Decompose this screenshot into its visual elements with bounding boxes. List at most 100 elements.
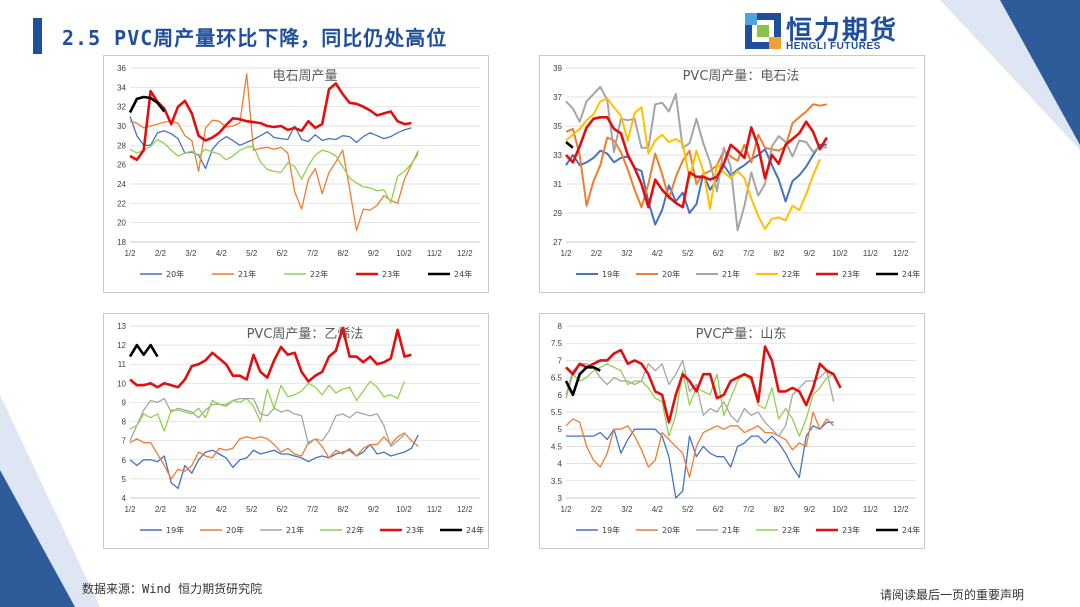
x-tick-label: 4/2 <box>216 505 228 514</box>
legend-label: 22年 <box>782 269 800 279</box>
series-line-21年 <box>565 359 835 437</box>
y-tick-label: 31 <box>553 180 562 189</box>
x-tick-label: 3/2 <box>185 249 197 258</box>
x-tick-label: 6/2 <box>713 505 725 514</box>
series-line-24年 <box>128 343 159 358</box>
series-line-20年 <box>565 411 835 479</box>
y-tick-label: 27 <box>553 238 562 247</box>
y-tick-label: 5.5 <box>551 408 563 417</box>
y-tick-label: 28 <box>117 141 126 150</box>
series-line-19年 <box>565 143 827 226</box>
y-tick-label: 6 <box>122 456 127 465</box>
y-tick-label: 35 <box>553 122 562 131</box>
x-tick-label: 12/2 <box>457 249 473 258</box>
x-tick-label: 3/2 <box>621 249 633 258</box>
x-tick-label: 1/2 <box>124 505 136 514</box>
x-tick-label: 5/2 <box>682 249 694 258</box>
y-tick-label: 36 <box>117 64 126 73</box>
chart-carbide-weekly: 电石周产量 18 20 22 24 26 28 30 32 34 36 1/2 2/2 3/2 4/2 5/2… <box>103 55 489 293</box>
x-tick-label: 12/2 <box>893 505 909 514</box>
legend-label: 19年 <box>602 525 620 535</box>
series-line-23年 <box>565 115 828 209</box>
x-tick-label: 12/2 <box>457 505 473 514</box>
logo-text-cn: 恒力期货 <box>786 16 899 46</box>
disclaimer-note: 请阅读最后一页的重要声明 <box>880 588 1025 602</box>
x-tick-label: 10/2 <box>832 505 848 514</box>
x-tick-label: 7/2 <box>307 505 319 514</box>
y-tick-label: 26 <box>117 161 126 170</box>
x-tick-label: 3/2 <box>185 505 197 514</box>
x-tick-label: 10/2 <box>396 505 412 514</box>
y-tick-label: 32 <box>117 103 126 112</box>
legend-label: 20年 <box>226 525 244 535</box>
y-tick-label: 11 <box>118 360 127 369</box>
chart-title: PVC周产量：电石法 <box>683 69 800 84</box>
y-tick-label: 4 <box>558 460 563 469</box>
series-line-23年 <box>565 345 842 424</box>
x-tick-label: 1/2 <box>124 249 136 258</box>
y-tick-label: 5 <box>122 475 127 484</box>
y-tick-label: 20 <box>117 219 126 228</box>
x-tick-label: 5/2 <box>246 249 258 258</box>
series-line-21年 <box>129 73 419 232</box>
y-tick-label: 5 <box>558 425 563 434</box>
y-tick-label: 30 <box>117 122 126 131</box>
legend-label: 22年 <box>310 269 328 279</box>
legend-label: 20年 <box>166 269 184 279</box>
legend-label: 24年 <box>902 525 920 535</box>
x-tick-label: 1/2 <box>560 249 572 258</box>
legend-label: 24年 <box>902 269 920 279</box>
x-tick-label: 4/2 <box>216 249 228 258</box>
y-tick-label: 8 <box>558 322 563 331</box>
x-tick-label: 8/2 <box>773 249 785 258</box>
y-tick-label: 4.5 <box>551 442 563 451</box>
legend-label: 20年 <box>662 269 680 279</box>
x-tick-label: 6/2 <box>277 505 289 514</box>
legend-label: 21年 <box>286 525 304 535</box>
x-tick-label: 7/2 <box>743 249 755 258</box>
y-tick-label: 7 <box>122 437 127 446</box>
x-tick-label: 8/2 <box>337 249 349 258</box>
title-accent-bar <box>33 18 42 54</box>
series-line-22年 <box>129 380 406 432</box>
y-tick-label: 29 <box>553 209 562 218</box>
x-tick-label: 2/2 <box>591 505 603 514</box>
x-tick-label: 9/2 <box>368 249 380 258</box>
logo-mark-icon <box>745 13 781 49</box>
x-tick-label: 2/2 <box>155 505 167 514</box>
y-tick-label: 3.5 <box>551 477 563 486</box>
logo-text-en: HENGLI FUTURES <box>786 41 881 52</box>
x-tick-label: 2/2 <box>155 249 167 258</box>
legend-label: 23年 <box>842 269 860 279</box>
x-tick-label: 7/2 <box>743 505 755 514</box>
x-tick-label: 12/2 <box>893 249 909 258</box>
x-tick-label: 8/2 <box>337 505 349 514</box>
series-line-23年 <box>129 326 412 389</box>
y-tick-label: 18 <box>117 238 126 247</box>
x-tick-label: 3/2 <box>621 505 633 514</box>
y-tick-label: 7 <box>558 356 563 365</box>
series-line-24年 <box>128 95 166 114</box>
company-logo: 恒力期货 HENGLI FUTURES <box>744 10 914 52</box>
chart-svg: PVC产量：山东 3 3.5 4 4.5 5 5.5 6 6.5 7 7.5 8 1/2 2/2 3/2 4/… <box>551 322 920 535</box>
x-tick-label: 9/2 <box>368 505 380 514</box>
series-line-22年 <box>565 97 821 230</box>
y-tick-label: 9 <box>122 398 127 407</box>
chart-title: PVC周产量：乙烯法 <box>247 327 364 342</box>
x-tick-label: 2/2 <box>591 249 603 258</box>
legend-label: 22年 <box>346 525 364 535</box>
series-line-24年 <box>564 365 601 397</box>
chart-title: 电石周产量 <box>272 69 337 84</box>
x-tick-label: 7/2 <box>307 249 319 258</box>
series-line-22年 <box>565 363 834 437</box>
y-tick-label: 6 <box>558 391 563 400</box>
chart-svg: 电石周产量 18 20 22 24 26 28 30 32 34 36 1/2 2/2 3/2 4/2 5/2… <box>117 64 480 279</box>
x-tick-label: 11/2 <box>863 505 879 514</box>
y-tick-label: 34 <box>117 83 126 92</box>
x-tick-label: 10/2 <box>396 249 412 258</box>
y-tick-label: 7.5 <box>551 339 563 348</box>
series-line-23年 <box>129 82 412 162</box>
y-tick-label: 3 <box>558 494 563 503</box>
chart-carbide-method: PVC周产量：电石法 27 29 31 33 35 37 39 1/2 2/2 3/2 4/2 5/2 6… <box>539 55 925 293</box>
y-tick-label: 8 <box>122 418 127 427</box>
